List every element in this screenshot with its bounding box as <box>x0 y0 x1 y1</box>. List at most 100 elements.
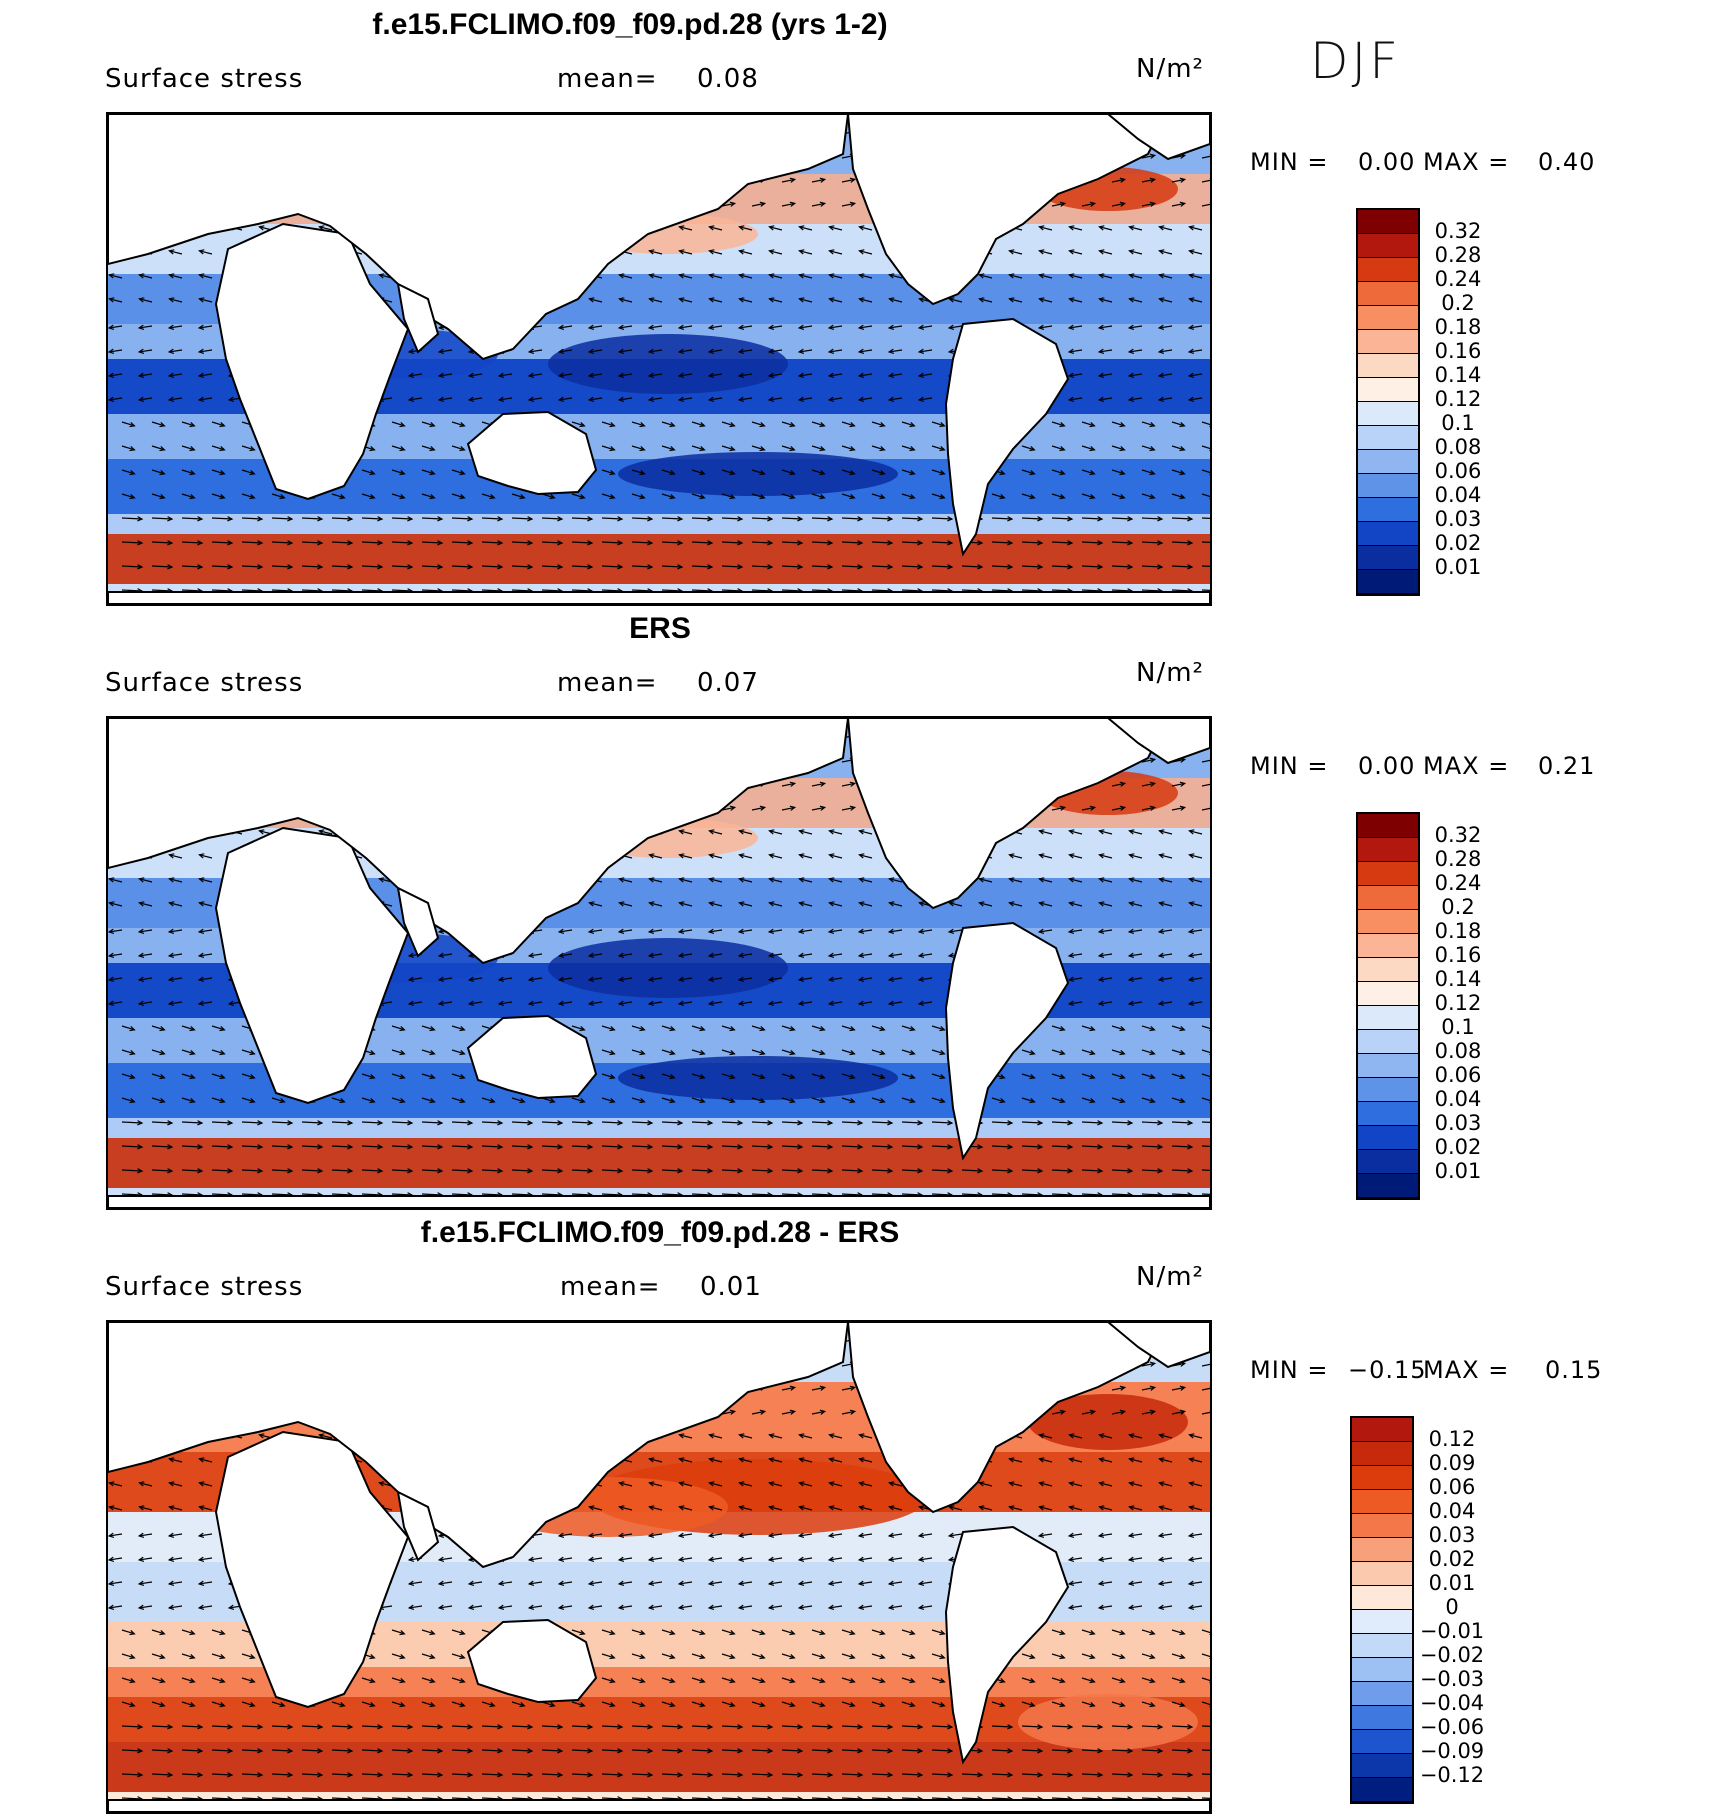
colorbar-tick-label: 0.18 <box>1434 315 1482 339</box>
colorbar-swatch <box>1358 982 1418 1006</box>
colorbar-swatch <box>1358 1006 1418 1030</box>
colorbar-swatch <box>1352 1586 1412 1610</box>
colorbar-tick-label: 0.03 <box>1434 507 1482 531</box>
colorbar-swatch <box>1352 1634 1412 1658</box>
colorbar-box <box>1356 812 1420 1200</box>
panel-3-units: N/m² <box>1136 1262 1204 1292</box>
colorbar-tick-label: 0.09 <box>1428 1451 1476 1475</box>
colorbar-swatch <box>1358 450 1418 474</box>
colorbar-swatch <box>1352 1466 1412 1490</box>
colorbar-tick-label: 0.28 <box>1434 847 1482 871</box>
colorbar-tick-label: 0.06 <box>1434 1063 1482 1087</box>
colorbar-swatch <box>1358 522 1418 546</box>
panel-1-map-svg <box>108 114 1210 604</box>
colorbar-tick-label: −0.02 <box>1419 1643 1485 1667</box>
colorbar-tick-label: 0.04 <box>1428 1499 1476 1523</box>
colorbar-swatch <box>1352 1778 1412 1802</box>
colorbar-tick-label: 0.14 <box>1434 363 1482 387</box>
colorbar-swatch <box>1358 306 1418 330</box>
panel-3-mean-label: mean= <box>560 1272 661 1302</box>
panel-2-map-svg <box>108 718 1210 1208</box>
colorbar-swatch <box>1358 330 1418 354</box>
panel-1-max-label: MAX = <box>1423 148 1510 176</box>
colorbar-tick-label: 0.12 <box>1428 1427 1476 1451</box>
colorbar-tick-label: 0.12 <box>1434 387 1482 411</box>
colorbar-swatch <box>1358 814 1418 838</box>
panel-1-mean-value: 0.08 <box>697 64 759 94</box>
colorbar-swatch <box>1352 1658 1412 1682</box>
colorbar-tick-label: 0.04 <box>1434 483 1482 507</box>
panel-2-max-label: MAX = <box>1423 752 1510 780</box>
panel-3-max-value: 0.15 <box>1545 1356 1603 1384</box>
colorbar-tick-label: 0.32 <box>1434 219 1482 243</box>
colorbar-tick-label: 0.01 <box>1434 555 1482 579</box>
colorbar-tick-label: 0.1 <box>1441 411 1475 435</box>
colorbar-swatch <box>1352 1418 1412 1442</box>
colorbar-swatch <box>1358 862 1418 886</box>
colorbar-tick-label: 0.2 <box>1441 895 1475 919</box>
colorbar-tick-label: 0 <box>1445 1595 1459 1619</box>
panel-3-map-svg <box>108 1322 1210 1812</box>
colorbar-swatch <box>1358 474 1418 498</box>
colorbar-tick-label: 0.03 <box>1428 1523 1476 1547</box>
colorbar-tick-label: −0.01 <box>1419 1619 1485 1643</box>
colorbar-tick-label: 0.16 <box>1434 339 1482 363</box>
colorbar-swatch <box>1352 1706 1412 1730</box>
colorbar-swatch <box>1358 546 1418 570</box>
colorbar-swatch <box>1358 498 1418 522</box>
panel-2-min-value: 0.00 <box>1358 752 1416 780</box>
colorbar-swatch <box>1358 1078 1418 1102</box>
colorbar-tick-label: 0.04 <box>1434 1087 1482 1111</box>
colorbar-tick-label: 0.02 <box>1428 1547 1476 1571</box>
colorbar-swatch <box>1358 354 1418 378</box>
panel-2-variable: Surface stress <box>105 668 304 698</box>
colorbar-swatch <box>1352 1754 1412 1778</box>
panel-1-max-value: 0.40 <box>1538 148 1596 176</box>
colorbar-tick-label: 0.12 <box>1434 991 1482 1015</box>
panel-3-min-value: −0.15 <box>1348 1356 1427 1384</box>
colorbar-tick-label: 0.14 <box>1434 967 1482 991</box>
colorbar-tick-label: 0.18 <box>1434 919 1482 943</box>
colorbar-swatch <box>1352 1538 1412 1562</box>
colorbar-swatch <box>1358 282 1418 306</box>
colorbar-tick-label: −0.06 <box>1419 1715 1485 1739</box>
panel-1-title: f.e15.FCLIMO.f09_f09.pd.28 (yrs 1-2) <box>372 8 888 41</box>
colorbar-tick-label: 0.32 <box>1434 823 1482 847</box>
panel-3-title: f.e15.FCLIMO.f09_f09.pd.28 - ERS <box>420 1216 900 1249</box>
panel-3-min-label: MIN = <box>1250 1356 1329 1384</box>
colorbar-swatch <box>1358 570 1418 594</box>
colorbar-tick-label: 0.1 <box>1441 1015 1475 1039</box>
colorbar-tick-label: −0.12 <box>1419 1763 1485 1787</box>
panel-1-units: N/m² <box>1136 54 1204 84</box>
colorbar-swatch <box>1358 234 1418 258</box>
colorbar-tick-label: 0.02 <box>1434 1135 1482 1159</box>
colorbar-swatch <box>1358 426 1418 450</box>
colorbar-tick-label: 0.2 <box>1441 291 1475 315</box>
colorbar-swatch <box>1352 1442 1412 1466</box>
colorbar-swatch <box>1352 1730 1412 1754</box>
colorbar-swatch <box>1358 958 1418 982</box>
colorbar-swatch <box>1358 1150 1418 1174</box>
panel-2-max-value: 0.21 <box>1538 752 1596 780</box>
colorbar-box <box>1350 1416 1414 1804</box>
colorbar-tick-label: −0.09 <box>1419 1739 1485 1763</box>
colorbar-swatch <box>1358 1030 1418 1054</box>
colorbar-tick-label: 0.24 <box>1434 267 1482 291</box>
colorbar-swatch <box>1358 1102 1418 1126</box>
colorbar-swatch <box>1358 1126 1418 1150</box>
colorbar-tick-label: 0.06 <box>1428 1475 1476 1499</box>
colorbar-tick-label: 0.01 <box>1428 1571 1476 1595</box>
colorbar-box <box>1356 208 1420 596</box>
panel-1-variable: Surface stress <box>105 64 304 94</box>
panel-2-map <box>106 716 1212 1210</box>
colorbar-tick-label: 0.08 <box>1434 1039 1482 1063</box>
panel-3-max-label: MAX = <box>1423 1356 1510 1384</box>
colorbar-swatch <box>1358 910 1418 934</box>
panel-2-min-label: MIN = <box>1250 752 1329 780</box>
colorbar-swatch <box>1352 1490 1412 1514</box>
season-label: DJF <box>1310 32 1402 90</box>
colorbar-tick-label: 0.24 <box>1434 871 1482 895</box>
colorbar-swatch <box>1358 258 1418 282</box>
colorbar-swatch <box>1358 886 1418 910</box>
colorbar-swatch <box>1358 934 1418 958</box>
